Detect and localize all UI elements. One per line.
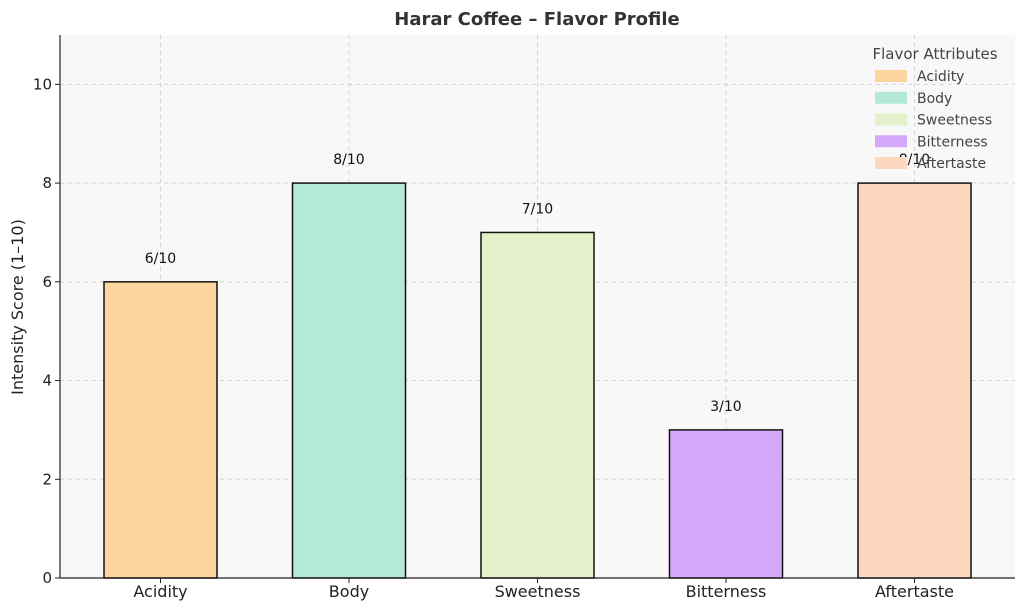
data-label-bitterness: 3/10 [710,399,741,415]
bar-acidity [103,281,218,579]
legend-swatch-acidity [875,70,907,82]
y-tick-label: 2 [42,470,52,488]
legend-label-body: Body [917,91,952,107]
bar-body [291,182,407,579]
y-tick-label: 10 [33,75,52,93]
legend-swatch-body [875,91,907,104]
legend: Flavor Attributes Acidity Body Sweetness Bi… [872,45,997,172]
y-tick-label: 8 [42,174,52,192]
y-tick-label: 0 [42,569,52,587]
legend-title: Flavor Attributes [872,45,997,63]
data-label-layer: 6/108/107/103/108/10 [145,152,930,415]
y-tick-label: 4 [42,372,52,390]
data-label-acidity: 6/10 [145,251,176,267]
legend-swatch-bitterness [875,135,907,148]
data-label-sweetness: 7/10 [522,201,553,217]
legend-swatch-aftertaste [875,157,907,169]
grid-layer [60,35,1015,578]
x-tick-label-acidity: Acidity [133,582,187,601]
chart-title: Harar Coffee – Flavor Profile [394,9,680,30]
bar-sweetness [480,231,595,579]
legend-label-acidity: Acidity [917,69,964,85]
legend-label-aftertaste: Aftertaste [917,156,986,172]
x-tick-label-aftertaste: Aftertaste [875,582,954,601]
y-tick-layer: 0 2 4 6 8 10 [33,75,60,587]
legend-label-sweetness: Sweetness [917,113,992,129]
bar-bitterness [668,429,784,579]
data-label-body: 8/10 [333,152,364,168]
bar-layer [103,182,972,579]
y-tick-label: 6 [42,273,52,291]
legend-swatch-sweetness [875,113,907,126]
legend-label-bitterness: Bitterness [917,134,988,150]
x-tick-label-bitterness: Bitterness [686,582,767,601]
bar-aftertaste [857,182,972,579]
x-tick-label-sweetness: Sweetness [495,582,581,601]
y-axis-title: Intensity Score (1–10) [8,219,27,395]
x-tick-label-body: Body [329,582,369,601]
x-tick-layer: Acidity Body Sweetness Bitterness Aftertaste [133,578,954,601]
